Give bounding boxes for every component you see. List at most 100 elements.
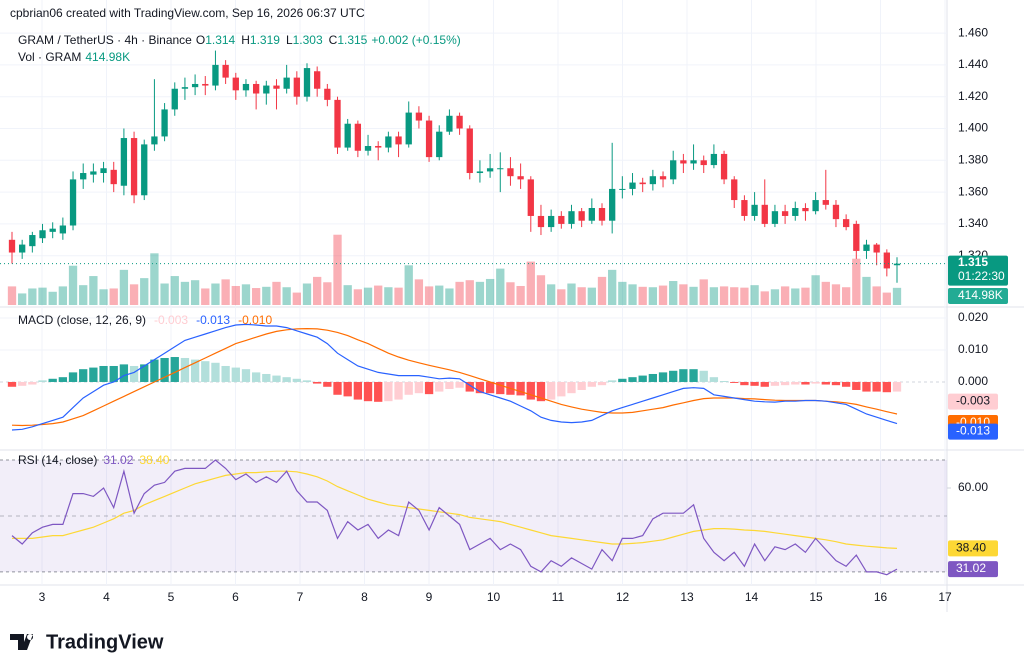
volume-bar: [658, 285, 668, 305]
volume-bar: [302, 283, 312, 305]
candle-body: [497, 168, 504, 170]
candle-body: [436, 131, 443, 158]
candle-body: [80, 173, 87, 180]
macd-hist-bar: [628, 377, 637, 382]
volume-bar: [48, 291, 57, 305]
macd-hist-bar: [852, 381, 861, 390]
candle-body: [731, 179, 738, 201]
macd-hist-bar: [79, 369, 88, 382]
volume-bar: [587, 287, 596, 305]
volume-bar: [343, 285, 352, 305]
candle-body: [792, 208, 799, 216]
volume-bar: [780, 286, 790, 305]
rsi-ma-badge: 38.40: [956, 541, 986, 555]
volume-bar: [699, 279, 708, 305]
candle-body: [629, 182, 636, 189]
volume-bar: [862, 276, 871, 305]
candle-body: [334, 99, 341, 148]
volume-bar: [506, 282, 515, 305]
macd-hist-bar: [48, 378, 57, 382]
candle-body: [19, 244, 26, 253]
candle-body: [466, 128, 473, 174]
macd-tick-label: 0.000: [958, 374, 988, 388]
volume-bar: [892, 287, 902, 305]
volume-bar: [882, 292, 891, 305]
rsi-legend: RSI (14, close) 31.02 38.40: [18, 453, 170, 467]
candle-body: [263, 85, 270, 94]
macd-hist-bar: [119, 364, 129, 382]
volume-bar: [821, 281, 830, 305]
macd-hist-bar: [343, 381, 352, 397]
macd-hist-bar: [363, 381, 373, 402]
candle-body: [812, 200, 819, 212]
y-tick-label: 1.340: [958, 216, 988, 230]
rsi-legend-value: 38.40: [139, 453, 169, 467]
volume-bar: [709, 287, 719, 305]
volume-bar: [689, 286, 698, 305]
candle-body: [853, 223, 860, 251]
candle-body: [273, 85, 280, 89]
macd-hist-bar: [750, 381, 759, 386]
rsi-title: RSI (14, close): [18, 453, 97, 467]
y-tick-label: 1.460: [958, 25, 988, 39]
candle-body: [680, 160, 687, 164]
macd-hist-bar: [302, 380, 312, 382]
change: +0.002 (+0.15%): [371, 33, 460, 47]
macd-hist-bar: [669, 370, 678, 382]
volume-bar: [730, 287, 739, 305]
macd-hist-bar: [577, 381, 586, 390]
candle-body: [171, 88, 178, 110]
ohlc-key: H: [241, 33, 250, 47]
volume-bar: [190, 280, 200, 305]
candle-body: [700, 160, 707, 166]
volume-bar: [485, 278, 495, 305]
x-tick-label: 14: [745, 590, 759, 604]
candle-body: [181, 87, 189, 89]
candle-body: [609, 188, 616, 221]
volume-bar: [251, 288, 261, 305]
candle-body: [375, 145, 382, 148]
macd-hist-bar: [58, 377, 68, 382]
macd-hist-bar: [129, 365, 139, 382]
macd-hist-bar: [821, 381, 830, 385]
candle-body: [486, 168, 494, 172]
macd-hist-bar: [323, 381, 332, 387]
volume-bar: [363, 287, 373, 305]
macd-hist-bar: [272, 375, 281, 382]
candle-body: [202, 83, 209, 86]
volume-bar: [129, 284, 139, 305]
macd-hist-bar: [679, 369, 688, 382]
macd-hist-bar: [872, 381, 881, 392]
ohlc-value: 1.314: [205, 33, 235, 47]
macd-hist-bar: [841, 381, 851, 387]
macd-hist-bar: [109, 365, 118, 382]
y-tick-label: 1.440: [958, 57, 988, 71]
logo-icon: [10, 634, 34, 650]
candle-body: [558, 215, 565, 224]
volume-bar: [770, 289, 780, 305]
candle-body: [842, 219, 850, 228]
rsi-ma-line: [12, 470, 898, 549]
macd-hist-bar: [831, 381, 841, 386]
candle-body: [141, 144, 148, 196]
volume-bar: [201, 288, 210, 305]
candle-body: [425, 120, 433, 158]
macd-hist-bar: [150, 359, 159, 382]
macd-hist-bar: [18, 381, 27, 386]
x-tick-label: 11: [552, 590, 565, 604]
x-tick-label: 6: [232, 590, 239, 604]
logo-text: TradingView: [46, 631, 164, 653]
volume-bar: [516, 285, 525, 305]
candle-body: [710, 153, 718, 166]
candle-body: [161, 109, 168, 137]
candle-body: [670, 160, 677, 180]
macd-hist-bar: [587, 381, 596, 387]
macd-hist-badge: -0.003: [956, 394, 990, 408]
volume-bar: [546, 284, 556, 305]
volume-bar: [211, 283, 220, 305]
macd-hist-bar: [485, 381, 495, 394]
candle-body: [649, 176, 657, 185]
candle-body: [659, 176, 667, 180]
volume-bar: [841, 287, 851, 305]
macd-hist-bar: [475, 381, 485, 394]
